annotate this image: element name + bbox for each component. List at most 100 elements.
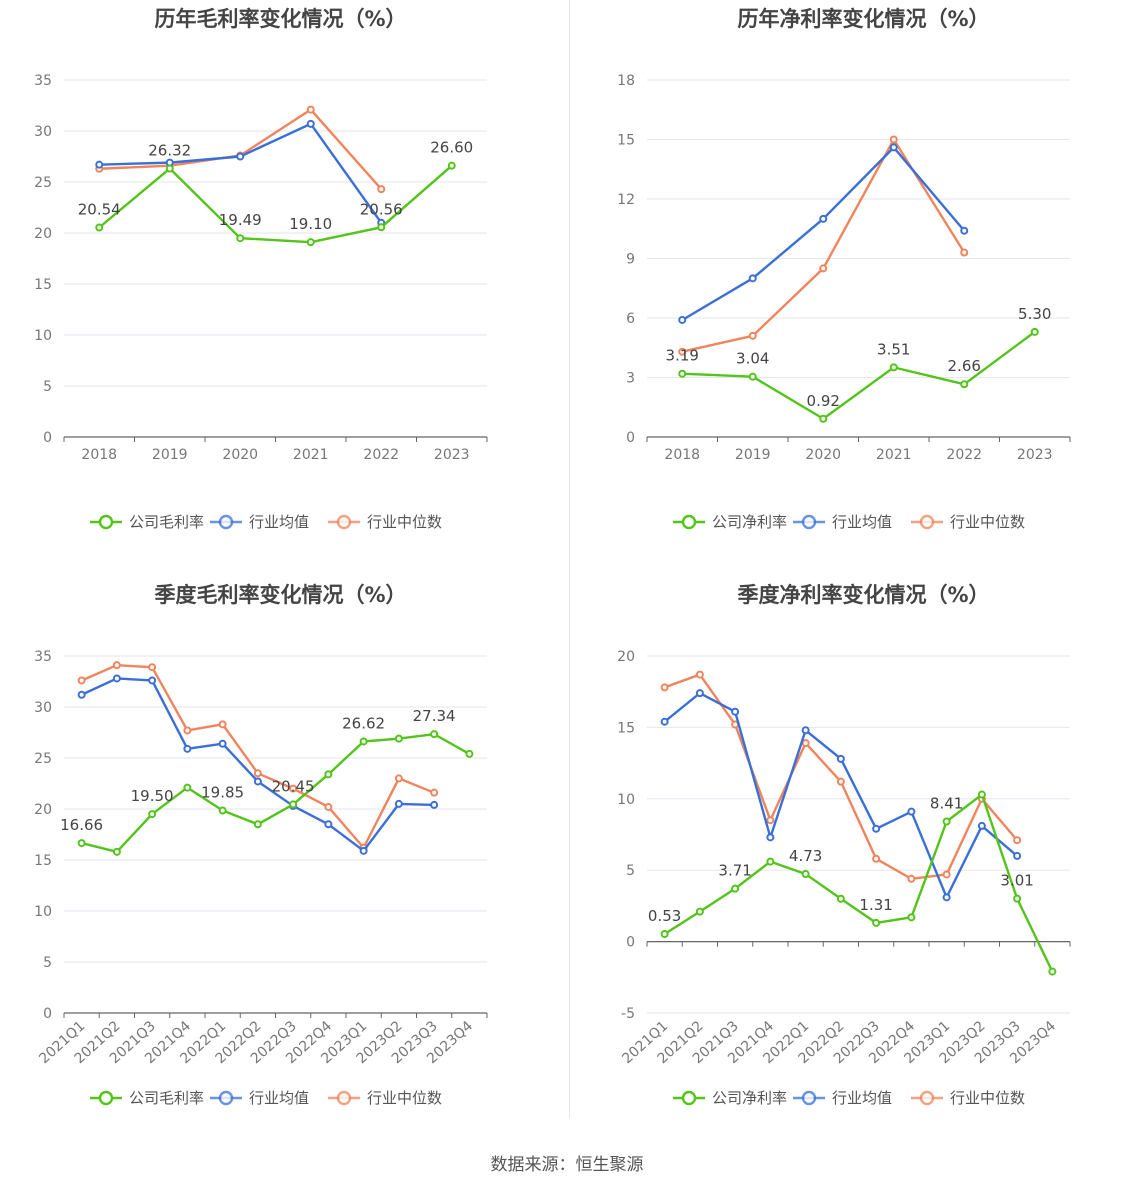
annual-net-panel: 历年净利率变化情况（%） 0 3 6 9 12 15 18 2018 2019 2020 2021 20…: [583, 0, 1134, 560]
y-tick-label: 15: [34, 277, 52, 293]
chart-title: 季度净利率变化情况（%）: [737, 583, 989, 607]
data-point-median: [148, 663, 157, 672]
x-tick-label: 2021: [293, 447, 329, 463]
data-point-company: [731, 884, 740, 893]
data-point-company: [1013, 894, 1022, 903]
legend-item[interactable]: 公司净利率: [673, 513, 787, 531]
series-line-company: [663, 793, 1054, 973]
quarter-gross-panel: 季度毛利率变化情况（%） 0 5 10 15 20 25 30 35 2021Q1 2021Q2 20…: [0, 576, 567, 1136]
data-point-median: [289, 784, 298, 793]
y-tick-label: 25: [34, 175, 52, 191]
data-point-company: [819, 414, 828, 423]
legend-marker-avg: [218, 1090, 234, 1106]
data-point-avg: [183, 744, 192, 753]
data-point-avg: [836, 754, 845, 763]
data-point-median: [1013, 836, 1022, 845]
data-point-company: [112, 847, 121, 856]
legend-label: 行业均值: [249, 1089, 309, 1107]
data-point-company: [889, 363, 898, 372]
data-point-company: [95, 223, 104, 232]
legend-marker-avg: [801, 1090, 817, 1106]
data-label: 19.85: [201, 784, 244, 802]
x-tick-label: 2022: [946, 447, 982, 463]
data-point-median: [660, 683, 669, 692]
data-point-median: [324, 802, 333, 811]
data-point-median: [819, 264, 828, 273]
data-label: 19.49: [219, 211, 262, 229]
data-point-median: [183, 726, 192, 735]
data-label: 1.31: [859, 896, 892, 914]
data-label: 19.50: [131, 787, 174, 805]
legend-item[interactable]: 行业均值: [210, 1089, 309, 1107]
data-label: 3.04: [736, 350, 769, 368]
chart-title: 历年毛利率变化情况（%）: [154, 7, 406, 31]
data-label: 4.73: [789, 847, 822, 865]
data-point-company: [394, 734, 403, 743]
legend-item[interactable]: 行业均值: [210, 513, 309, 531]
data-label: 0.53: [648, 907, 681, 925]
legend-marker-company: [98, 514, 114, 530]
legend-marker-median: [336, 514, 352, 530]
data-point-company: [218, 806, 227, 815]
data-point-company: [148, 810, 157, 819]
data-point-avg: [801, 726, 810, 735]
chart-title: 季度毛利率变化情况（%）: [154, 583, 406, 607]
y-tick-label: 30: [34, 124, 52, 140]
data-point-median: [960, 248, 969, 257]
series-line-company: [98, 164, 453, 244]
y-tick-label: 35: [34, 649, 52, 665]
y-tick-label: 20: [34, 226, 52, 242]
data-point-avg: [766, 833, 775, 842]
data-point-median: [377, 185, 386, 194]
data-point-median: [801, 739, 810, 748]
legend-item[interactable]: 行业中位数: [911, 1089, 1025, 1107]
y-tick-label: 15: [617, 720, 635, 736]
series-line-avg: [99, 122, 383, 224]
data-point-median: [430, 788, 439, 797]
legend-item[interactable]: 公司毛利率: [90, 1089, 204, 1107]
data-label: 0.92: [807, 392, 840, 410]
x-tick-label: 2023: [1017, 447, 1053, 463]
data-point-company: [377, 223, 386, 232]
data-point-avg: [359, 846, 368, 855]
data-label: 16.66: [60, 816, 103, 834]
legend-label: 公司毛利率: [129, 1089, 204, 1107]
legend-marker-company: [681, 514, 697, 530]
data-point-company: [165, 164, 174, 173]
legend-item[interactable]: 行业中位数: [911, 513, 1025, 531]
y-tick-label: 6: [626, 311, 635, 327]
legend-item[interactable]: 行业均值: [793, 513, 892, 531]
data-label: 8.41: [930, 795, 963, 813]
y-tick-label: 0: [43, 1006, 52, 1022]
data-point-avg: [218, 739, 227, 748]
legend-marker-median: [919, 1090, 935, 1106]
legend-item[interactable]: 行业均值: [793, 1089, 892, 1107]
x-tick-label: 2022: [363, 447, 399, 463]
data-source-label: 数据来源：恒生聚源: [490, 1155, 644, 1175]
annual-net-chart: 历年净利率变化情况（%） 0 3 6 9 12 15 18 2018 2019 2020 2021 20…: [617, 7, 1071, 531]
series-line-median: [99, 108, 383, 190]
data-point-median: [678, 347, 687, 356]
legend-marker-avg: [801, 514, 817, 530]
y-tick-label: 18: [617, 73, 635, 89]
legend-item[interactable]: 行业中位数: [328, 1089, 442, 1107]
legend-item[interactable]: 公司净利率: [673, 1089, 787, 1107]
data-point-company: [77, 839, 86, 848]
data-point-avg: [306, 119, 315, 128]
data-point-company: [306, 238, 315, 247]
data-point-company: [359, 737, 368, 746]
legend-item[interactable]: 行业中位数: [328, 513, 442, 531]
data-point-company: [748, 372, 757, 381]
legend-label: 公司净利率: [712, 1089, 787, 1107]
data-point-company: [766, 857, 775, 866]
y-tick-label: 20: [34, 802, 52, 818]
data-point-company: [324, 770, 333, 779]
data-point-median: [306, 105, 315, 114]
legend-label: 行业中位数: [367, 513, 442, 531]
quarter-net-panel: 季度净利率变化情况（%） -5 0 5 10 15 20 2021Q1 2021Q2 2021Q3…: [583, 576, 1134, 1136]
data-point-median: [766, 816, 775, 825]
y-tick-label: 25: [34, 751, 52, 767]
legend-marker-avg: [218, 514, 234, 530]
series-line-median: [664, 673, 1019, 880]
legend-item[interactable]: 公司毛利率: [90, 513, 204, 531]
